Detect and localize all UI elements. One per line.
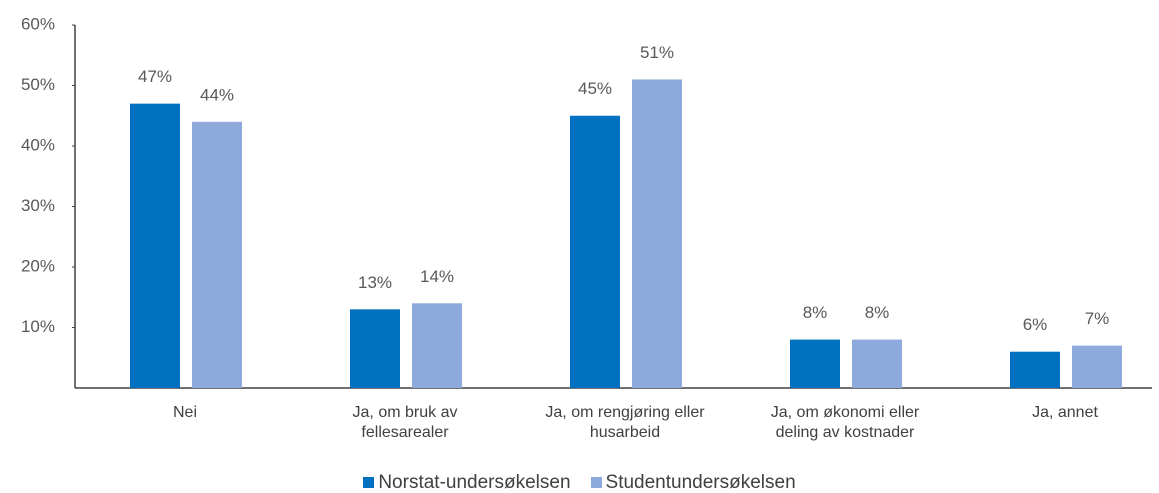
bar: [1072, 345, 1122, 388]
bar: [570, 115, 620, 388]
y-tick-label: 40%: [21, 135, 55, 154]
legend-swatch: [590, 477, 602, 488]
bar: [350, 309, 400, 388]
value-label: 47%: [138, 67, 172, 86]
value-label: 14%: [420, 267, 454, 286]
y-tick-label: 60%: [21, 14, 55, 33]
y-tick-label: 30%: [21, 196, 55, 215]
value-label: 44%: [200, 85, 234, 104]
value-label: 8%: [865, 303, 890, 322]
legend-label: Norstat-undersøkelsen: [378, 472, 571, 493]
y-tick-label: 10%: [21, 317, 55, 336]
x-tick-label: Ja, om rengjøring eller husarbeid: [545, 404, 705, 441]
value-label: 6%: [1023, 315, 1048, 334]
bar: [1010, 351, 1060, 388]
x-tick-label: Ja, om bruk av fellesarealer: [352, 404, 458, 441]
legend-item: Norstat-undersøkelsen: [363, 472, 571, 493]
legend-label: Studentundersøkelsen: [605, 472, 796, 493]
x-tick-label: Ja, om økonomi eller deling av kostnader: [770, 404, 920, 441]
value-label: 51%: [640, 43, 674, 62]
bar: [130, 103, 180, 389]
legend-item: Studentundersøkelsen: [590, 472, 796, 493]
x-tick-label: Nei: [172, 404, 197, 421]
value-label: 13%: [358, 273, 392, 292]
bar: [790, 339, 840, 388]
value-label: 7%: [1085, 309, 1110, 328]
value-label: 8%: [803, 303, 828, 322]
value-label: 45%: [578, 79, 612, 98]
y-tick-label: 20%: [21, 256, 55, 275]
bar: [632, 79, 682, 388]
y-tick-label: 50%: [21, 75, 55, 94]
bar: [412, 303, 462, 388]
legend-swatch: [363, 477, 375, 488]
bar: [192, 121, 242, 389]
bar: [852, 339, 902, 388]
x-tick-label: Ja, annet: [1032, 404, 1098, 421]
legend: Norstat-undersøkelsen Studentundersøkelse…: [0, 472, 1159, 493]
